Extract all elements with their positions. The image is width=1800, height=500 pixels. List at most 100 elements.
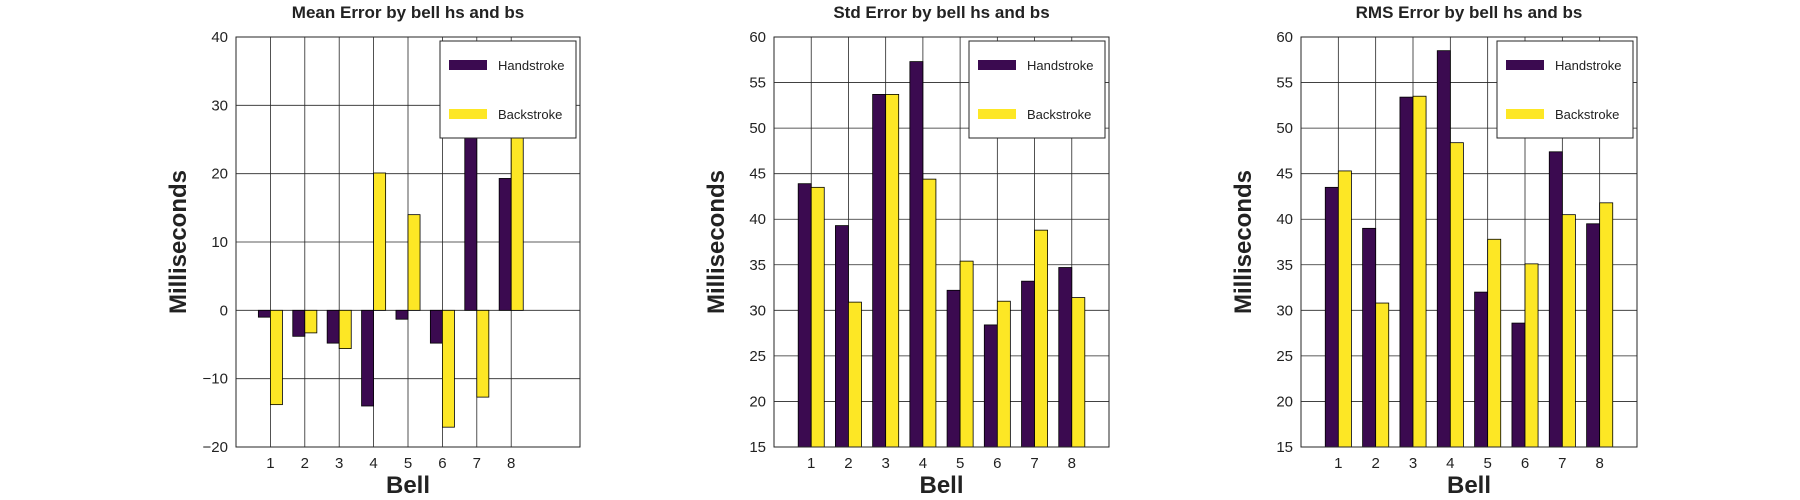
bar bbox=[835, 225, 849, 448]
legend-label-handstroke: Handstroke bbox=[498, 58, 564, 73]
y-tick-label: 0 bbox=[220, 302, 228, 319]
x-tick-label: 4 bbox=[369, 455, 377, 472]
bar bbox=[1337, 170, 1352, 448]
bar bbox=[1375, 302, 1390, 448]
x-tick-label: 3 bbox=[335, 455, 343, 472]
bar bbox=[361, 309, 374, 407]
x-tick-label: 5 bbox=[956, 455, 964, 472]
bar bbox=[429, 309, 443, 344]
bar bbox=[326, 309, 340, 344]
bar bbox=[1324, 186, 1339, 448]
legend-swatch-handstroke bbox=[1506, 60, 1544, 70]
series-backstroke bbox=[810, 94, 1086, 448]
y-tick-label: 20 bbox=[1276, 393, 1293, 410]
bar bbox=[1412, 95, 1427, 448]
y-axis-label: Milliseconds bbox=[1230, 170, 1257, 314]
legend-box bbox=[1496, 40, 1634, 139]
bar bbox=[885, 94, 900, 448]
legend-label-handstroke: Handstroke bbox=[1027, 58, 1093, 73]
bar bbox=[810, 186, 825, 448]
bar bbox=[1362, 227, 1377, 448]
y-tick-label: 45 bbox=[1276, 166, 1293, 183]
bar bbox=[1511, 322, 1526, 448]
legend-swatch-backstroke bbox=[978, 109, 1016, 119]
bar bbox=[373, 172, 387, 311]
subplot-1: 1 2 3 4 5 6 7 8 −20 −10 0 10 20 30 40 Mean Error by bel… bbox=[165, 3, 581, 499]
legend: Handstroke Backstroke bbox=[1496, 40, 1634, 139]
x-tick-label: 7 bbox=[1030, 455, 1038, 472]
y-tick-label: 50 bbox=[749, 120, 766, 137]
x-axis-label: Bell bbox=[919, 472, 963, 499]
legend-box bbox=[968, 40, 1106, 139]
bar bbox=[909, 61, 924, 448]
bar bbox=[510, 119, 524, 311]
x-tick-label: 8 bbox=[1068, 455, 1076, 472]
bar bbox=[959, 260, 974, 448]
y-tick-label: 60 bbox=[749, 29, 766, 46]
bar bbox=[922, 178, 937, 448]
bar bbox=[946, 289, 961, 448]
legend-label-backstroke: Backstroke bbox=[1555, 107, 1619, 122]
legend-swatch-backstroke bbox=[449, 109, 487, 119]
y-tick-label: 15 bbox=[749, 439, 766, 456]
bar bbox=[269, 309, 283, 406]
legend-label-backstroke: Backstroke bbox=[1027, 107, 1091, 122]
bar bbox=[292, 309, 306, 337]
y-tick-label: 50 bbox=[1276, 120, 1293, 137]
bar bbox=[257, 309, 271, 318]
chart-title: RMS Error by bell hs and bs bbox=[1356, 3, 1583, 22]
axes-box bbox=[235, 36, 581, 448]
y-tick-label: 40 bbox=[749, 211, 766, 228]
y-tick-label: 25 bbox=[1276, 348, 1293, 365]
bar bbox=[407, 214, 421, 311]
y-tick-label: 25 bbox=[749, 348, 766, 365]
axes-box bbox=[773, 36, 1110, 448]
y-tick-label: 30 bbox=[749, 302, 766, 319]
bar bbox=[983, 324, 998, 448]
legend: Handstroke Backstroke bbox=[968, 40, 1106, 139]
x-tick-label: 2 bbox=[301, 455, 309, 472]
bar bbox=[476, 309, 490, 398]
bar bbox=[1436, 50, 1451, 448]
bar bbox=[1449, 142, 1464, 448]
x-tick-label: 1 bbox=[1334, 455, 1342, 472]
x-tick-label: 2 bbox=[844, 455, 852, 472]
x-tick-label: 2 bbox=[1371, 455, 1379, 472]
x-tick-label: 8 bbox=[507, 455, 515, 472]
bar bbox=[304, 309, 318, 334]
x-tick-label: 3 bbox=[881, 455, 889, 472]
y-tick-label: 60 bbox=[1276, 29, 1293, 46]
x-tick-label: 3 bbox=[1409, 455, 1417, 472]
y-tick-label: −20 bbox=[203, 439, 228, 456]
bar bbox=[872, 94, 887, 448]
bar bbox=[1548, 151, 1563, 448]
x-tick-label: 4 bbox=[1446, 455, 1454, 472]
y-axis-label: Milliseconds bbox=[703, 170, 730, 314]
bar bbox=[1034, 229, 1048, 448]
y-tick-label: 40 bbox=[1276, 211, 1293, 228]
bar bbox=[1021, 280, 1035, 448]
y-tick-label: 40 bbox=[211, 29, 228, 46]
bar bbox=[1524, 263, 1539, 448]
y-tick-label: 10 bbox=[211, 234, 228, 251]
bar bbox=[498, 178, 512, 311]
bar bbox=[1474, 291, 1489, 448]
legend-box bbox=[439, 40, 577, 139]
series-handstroke bbox=[797, 61, 1073, 448]
y-tick-label: 35 bbox=[1276, 257, 1293, 274]
series-backstroke bbox=[1337, 95, 1614, 448]
legend-swatch-handstroke bbox=[449, 60, 487, 70]
x-tick-label: 1 bbox=[807, 455, 815, 472]
legend: Handstroke Backstroke bbox=[439, 40, 577, 139]
bar bbox=[1058, 267, 1073, 448]
bar bbox=[1599, 202, 1614, 448]
bar bbox=[441, 309, 455, 428]
x-tick-label: 8 bbox=[1595, 455, 1603, 472]
x-axis-label: Bell bbox=[386, 472, 430, 499]
bar bbox=[1561, 214, 1576, 448]
chart-title: Std Error by bell hs and bs bbox=[833, 3, 1049, 22]
x-tick-label: 5 bbox=[404, 455, 412, 472]
